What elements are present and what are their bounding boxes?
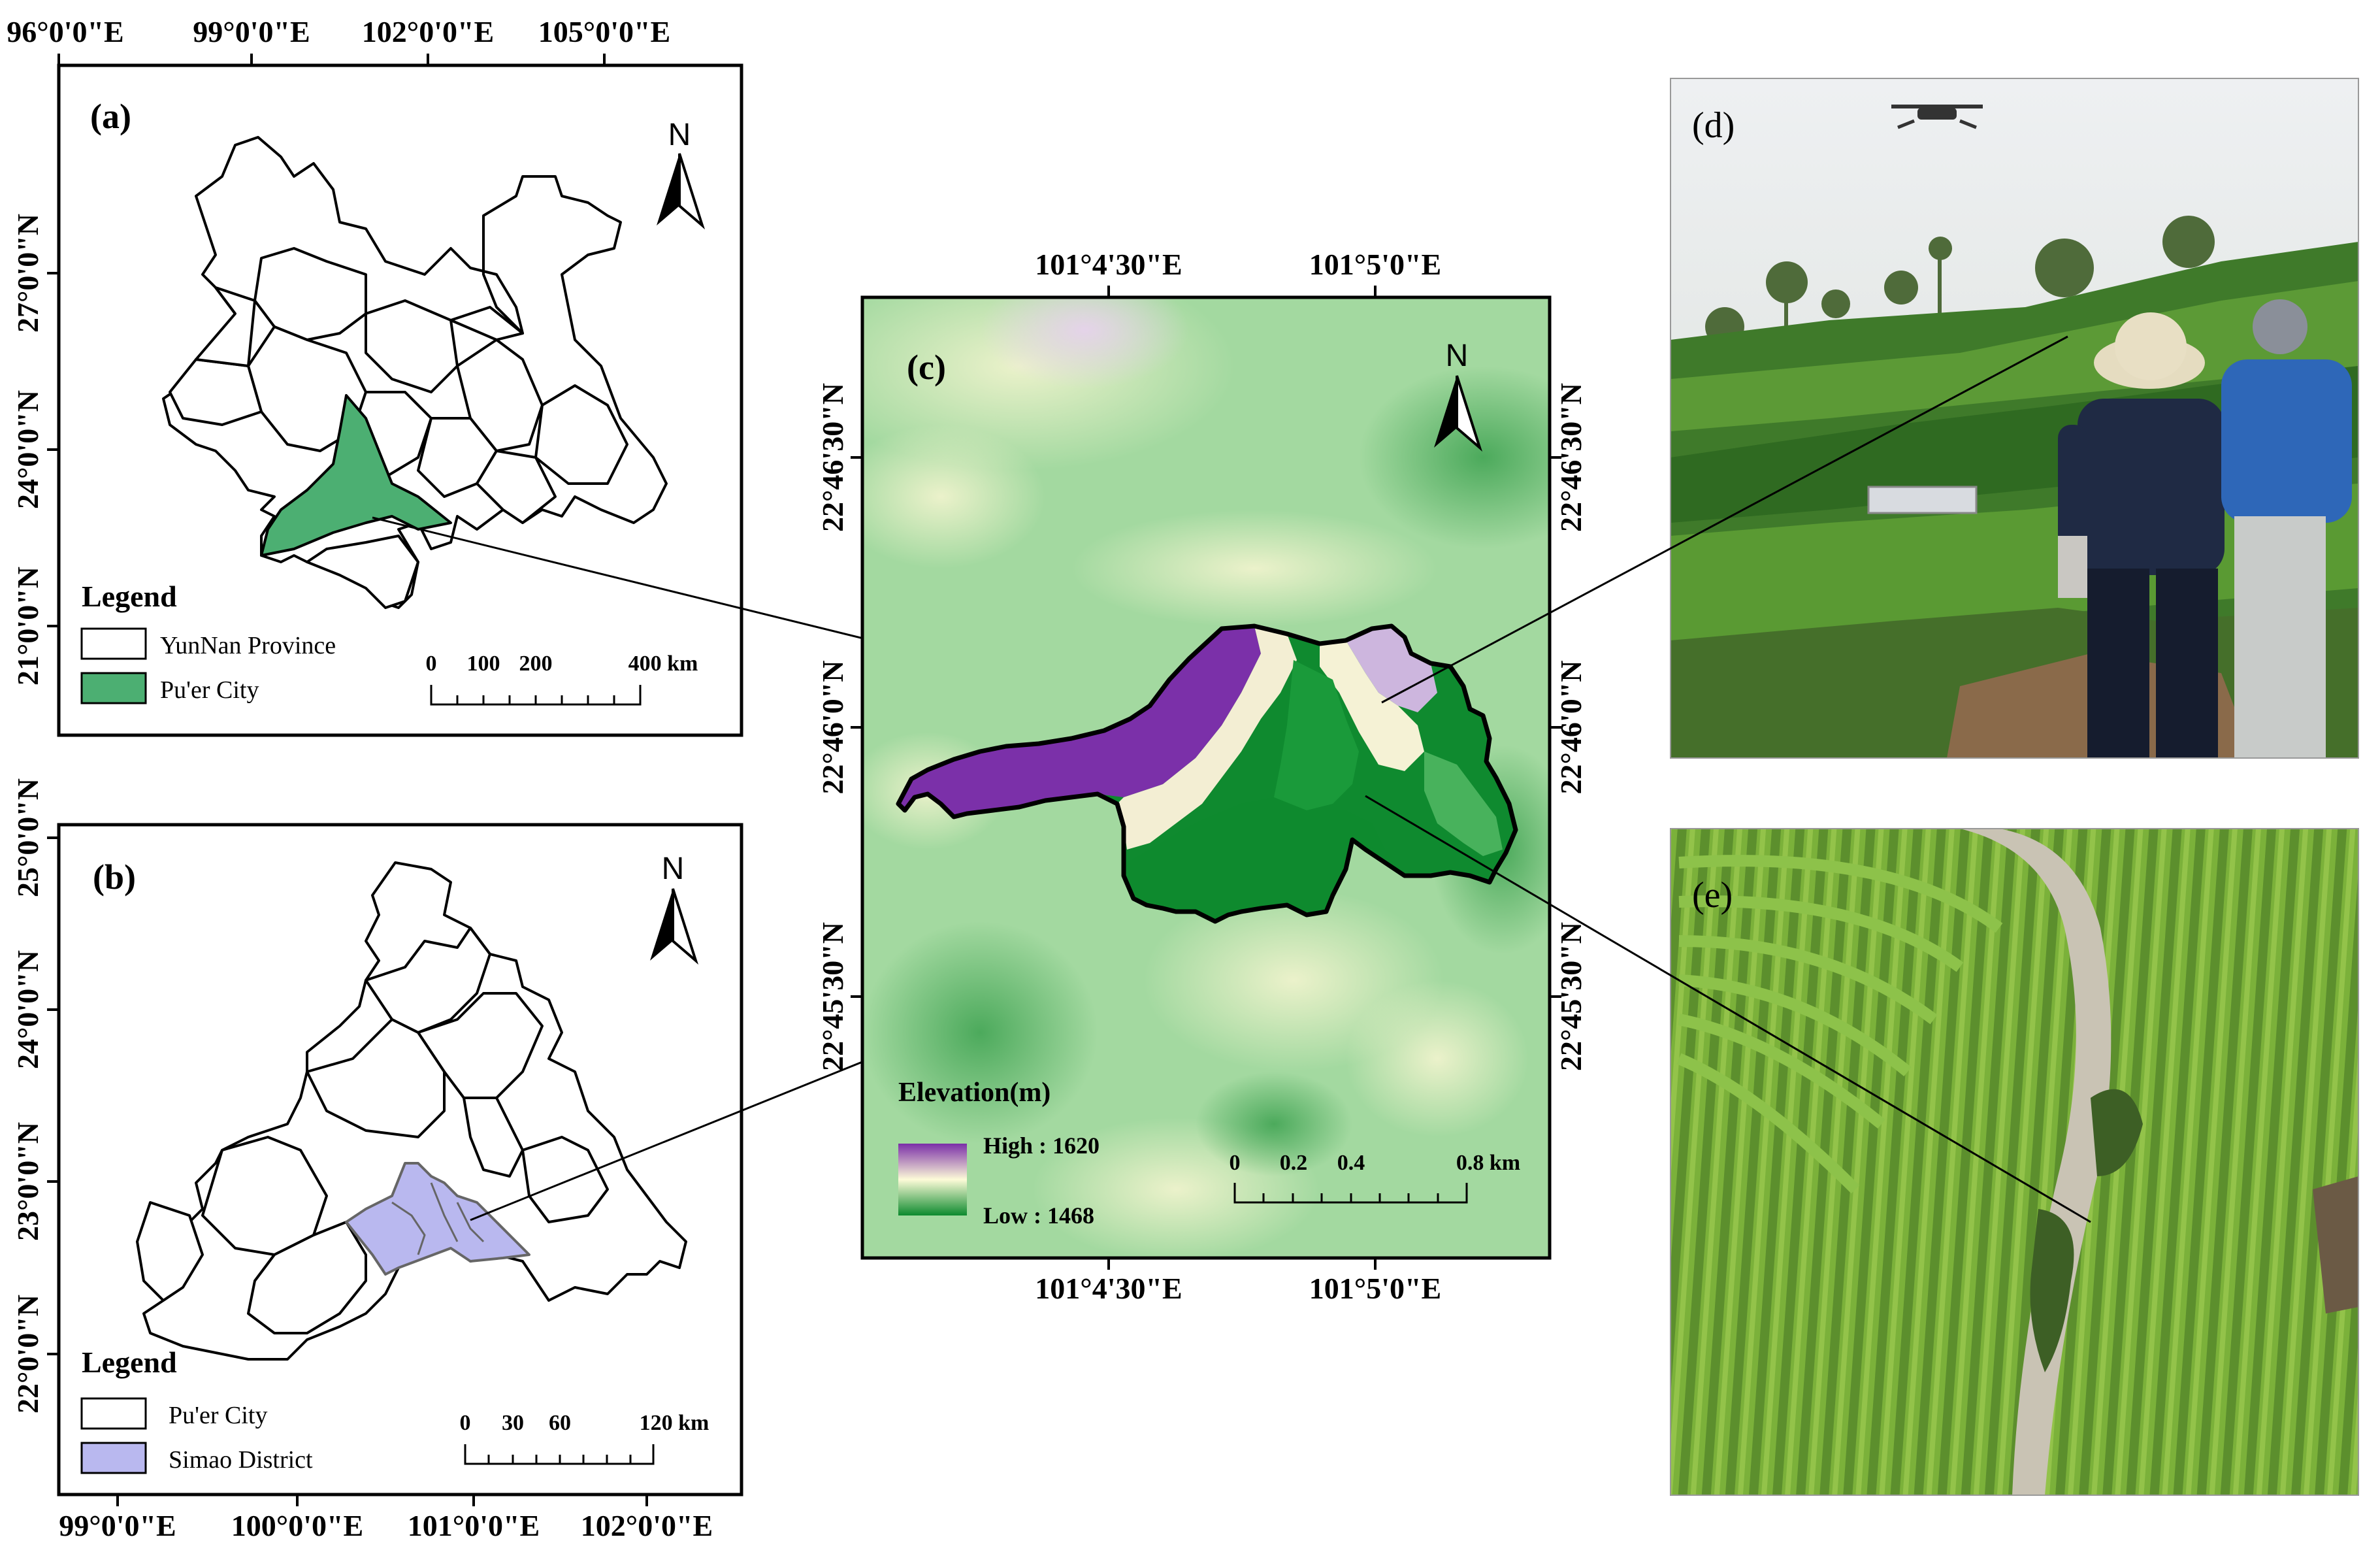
study-area-boundary	[896, 623, 1518, 924]
panel-a-left-tick-2: 24°0'0"N	[11, 390, 44, 509]
field-sensor	[1867, 486, 1978, 514]
scale-a-100: 100	[467, 652, 500, 676]
elevation-ramp	[898, 1144, 967, 1215]
panel-b-label: (b)	[93, 857, 136, 897]
scale-c-08: 0.8 km	[1456, 1151, 1520, 1175]
panel-b-bottom-tick-1: 99°0'0"E	[59, 1509, 176, 1542]
terrace-rows	[1676, 855, 2003, 1194]
panel-e-label: (e)	[1692, 875, 1733, 916]
panel-b-legend-title: Legend	[82, 1346, 177, 1379]
scale-c-04: 0.4	[1337, 1151, 1365, 1175]
road	[1960, 829, 2111, 1495]
elevation-legend-title: Elevation(m)	[898, 1078, 1051, 1108]
panel-b-left-tick-2: 24°0'0"N	[11, 950, 44, 1069]
scale-b-30: 30	[502, 1411, 524, 1435]
panel-b-left-tick-4: 22°0'0"N	[11, 1295, 44, 1413]
panel-b-north-arrow: N	[650, 851, 699, 965]
panel-c-left-tick-1: 22°46'30"N	[816, 383, 849, 532]
legend-swatch-puer-city	[80, 1397, 147, 1430]
panel-c: 101°4'30"E 101°5'0"E 101°4'30"E 101°5'0"…	[816, 248, 1588, 1305]
person-blue-jacket	[2221, 299, 2352, 758]
panel-c-frame	[860, 295, 1552, 1260]
panel-a-legend-title: Legend	[82, 580, 177, 613]
panel-c-top-tick-1: 101°4'30"E	[1035, 248, 1182, 281]
panel-c-right-tick-3: 22°45'30"N	[1554, 922, 1588, 1071]
panel-c-scale-bar: 0 0.2 0.4 0.8 km	[1230, 1151, 1520, 1204]
panel-b: 25°0'0"N 24°0'0"N 23°0'0"N 22°0'0"N 99°0…	[11, 778, 1235, 1542]
scale-c-0: 0	[1230, 1151, 1241, 1175]
panel-c-label: (c)	[907, 348, 946, 387]
panel-c-bottom-tick-1: 101°4'30"E	[1035, 1272, 1182, 1305]
panel-b-bottom-tick-4: 102°0'0"E	[581, 1509, 713, 1542]
panel-c-left-tick-2: 22°46'0"N	[816, 661, 849, 795]
panel-c-right-tick-2: 22°46'0"N	[1554, 661, 1588, 795]
scale-b-0: 0	[460, 1411, 471, 1435]
panel-a-top-tick-4: 105°0'0"E	[538, 15, 670, 48]
puer-city-map	[136, 861, 687, 1361]
panel-a-top-tick-2: 99°0'0"E	[193, 15, 310, 48]
panel-b-bottom-tick-3: 101°0'0"E	[408, 1509, 540, 1542]
panel-a-left-tick-3: 21°0'0"N	[11, 567, 44, 686]
panel-a-scale-bar: 0 100 200 400 km	[426, 652, 698, 706]
panel-b-left-tick-1: 25°0'0"N	[11, 778, 44, 897]
distant-trees	[1705, 216, 2215, 346]
panel-c-tick-marks	[851, 286, 1561, 1270]
panel-b-north-letter: N	[662, 851, 685, 886]
panel-b-left-tick-3: 23°0'0"N	[11, 1122, 44, 1241]
panel-b-bottom-tick-2: 100°0'0"E	[231, 1509, 363, 1542]
scale-a-400: 400 km	[628, 652, 698, 676]
panel-c-bottom-tick-2: 101°5'0"E	[1309, 1272, 1441, 1305]
panel-c-left-tick-3: 22°45'30"N	[816, 922, 849, 1071]
simao-district-region	[345, 1162, 530, 1276]
panel-a: 96°0'0"E 99°0'0"E 102°0'0"E 105°0'0"E 27…	[7, 15, 1137, 737]
panel-a-north-letter: N	[668, 118, 691, 152]
yunnan-province-map	[162, 136, 668, 609]
legend-swatch-yunnan	[80, 627, 147, 660]
scale-a-200: 200	[519, 652, 553, 676]
panel-a-top-tick-3: 102°0'0"E	[362, 15, 494, 48]
elevation-raster	[862, 297, 1550, 1258]
scale-b-120: 120 km	[640, 1411, 709, 1435]
panel-a-north-arrow: N	[657, 118, 706, 230]
legend-label-simao: Simao District	[169, 1446, 313, 1474]
panel-b-scale-bar: 0 30 60 120 km	[460, 1411, 709, 1465]
panel-c-north-arrow: N	[1434, 339, 1483, 452]
connector-c-to-e	[1365, 795, 2091, 1223]
legend-label-puer: Pu'er City	[160, 676, 259, 704]
panel-a-tick-marks	[47, 54, 606, 627]
panel-a-top-tick-1: 96°0'0"E	[7, 15, 123, 48]
scale-c-02: 0.2	[1280, 1151, 1308, 1175]
panel-c-north-letter: N	[1446, 339, 1469, 373]
scale-a-0: 0	[426, 652, 437, 676]
legend-swatch-simao	[80, 1442, 147, 1474]
panel-c-right-tick-1: 22°46'30"N	[1554, 383, 1588, 532]
panel-a-left-tick-1: 27°0'0"N	[11, 214, 44, 333]
panel-c-top-tick-2: 101°5'0"E	[1309, 248, 1441, 281]
panel-b-tick-marks	[47, 836, 648, 1506]
legend-label-puer-city: Pu'er City	[169, 1402, 267, 1429]
scale-b-60: 60	[549, 1411, 571, 1435]
drone-icon	[1891, 105, 1983, 129]
elevation-high: High : 1620	[983, 1132, 1100, 1159]
puer-city-region	[260, 394, 452, 557]
legend-swatch-puer	[80, 672, 147, 704]
person-white-hat	[2058, 312, 2225, 758]
panel-d-label: (d)	[1692, 105, 1735, 146]
panel-e-photo: (e)	[1670, 828, 2359, 1496]
panel-a-label: (a)	[90, 97, 131, 136]
legend-label-yunnan: YunNan Province	[160, 632, 336, 659]
connector-c-to-d	[1381, 335, 2068, 704]
panel-d-photo: (d)	[1670, 78, 2359, 759]
elevation-low: Low : 1468	[983, 1202, 1094, 1229]
